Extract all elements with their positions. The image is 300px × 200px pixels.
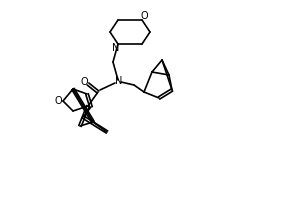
Text: O: O — [140, 11, 148, 21]
Text: O: O — [80, 77, 88, 87]
Text: N: N — [115, 76, 123, 86]
Text: O: O — [54, 96, 62, 106]
Text: N: N — [112, 43, 120, 53]
